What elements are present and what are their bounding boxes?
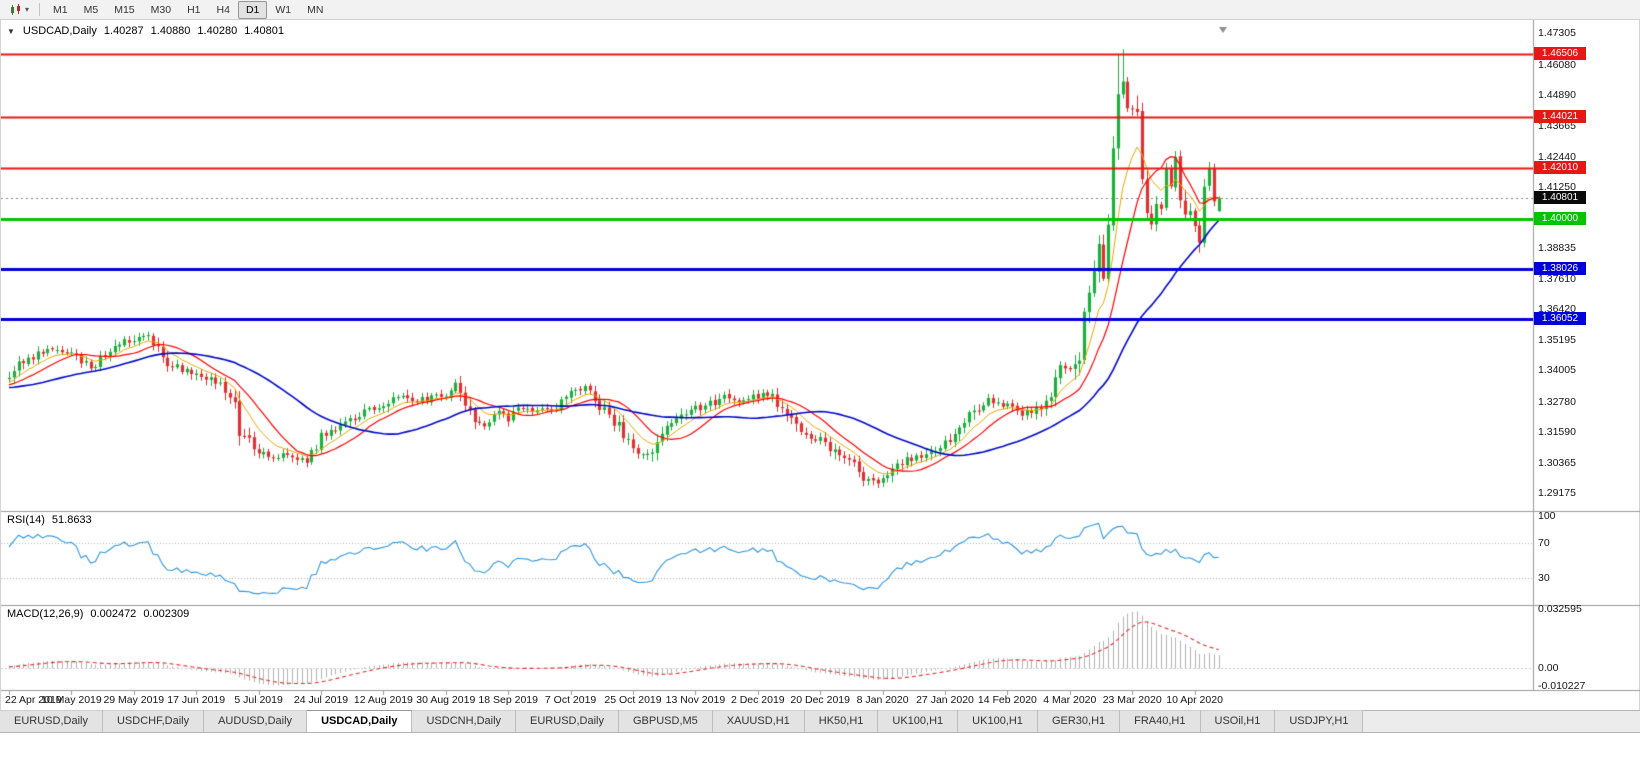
macd-label: MACD(12,26,9) 0.002472 0.002309	[7, 608, 189, 620]
price-axis-label: 1.34005	[1538, 364, 1576, 377]
date-axis-label: 10 Apr 2020	[1166, 694, 1223, 706]
price-level-badge: 1.36052	[1534, 311, 1586, 325]
current-price-badge: 1.40801	[1534, 191, 1586, 205]
price-axis-label: 1.35195	[1538, 334, 1576, 347]
chart-tab-12-fra40-h1[interactable]: FRA40,H1	[1120, 710, 1201, 732]
macd-axis-label: 0.00	[1538, 661, 1559, 674]
timeframe-button-h4[interactable]: H4	[216, 3, 230, 16]
price-axis-label: 1.29175	[1538, 486, 1576, 499]
chart-tab-9-uk100-h1[interactable]: UK100,H1	[878, 710, 959, 732]
price-axis-label: 1.38835	[1538, 242, 1576, 255]
price-axis-label: 1.46080	[1538, 58, 1576, 71]
chart-tabs: EURUSD,Daily USDCHF,Daily AUDUSD,Daily USDC…	[0, 710, 1640, 733]
timeframe-buttons: M1 M5 M15 M30 H1 H4 D1 W1 MN	[45, 0, 331, 19]
price-axis-label: 1.37610	[1538, 273, 1576, 286]
date-axis-label: 24 Jul 2019	[293, 694, 349, 706]
price-chart-canvas[interactable]	[1, 20, 1640, 710]
date-axis-label: 7 Oct 2019	[544, 694, 597, 706]
symbol-name: USDCAD,Daily	[22, 25, 97, 37]
chart-window: ▼ USDCAD,Daily 1.40287 1.40880 1.40280 1…	[0, 20, 1640, 710]
rsi-axis-label: 30	[1538, 571, 1550, 584]
price-axis-label: 1.43665	[1538, 119, 1576, 132]
date-axis-label: 2 Dec 2019	[730, 694, 785, 706]
macd-value-main: 0.002472	[90, 608, 137, 620]
timeframe-button-mn[interactable]: MN	[307, 3, 324, 16]
ohlc-low: 1.40280	[197, 25, 238, 37]
chart-type-button[interactable]: ▾	[4, 1, 34, 19]
timeframe-button-m30[interactable]: M30	[150, 3, 172, 16]
date-axis-label: 10 May 2019	[41, 694, 102, 706]
chart-tab-2-audusd-daily[interactable]: AUDUSD,Daily	[204, 710, 308, 732]
price-axis-label: 1.42440	[1538, 150, 1576, 163]
chart-tab-8-hk50-h1[interactable]: HK50,H1	[804, 710, 879, 732]
price-level-badge: 1.40000	[1534, 211, 1586, 225]
macd-axis-label: -0.010227	[1538, 679, 1586, 692]
date-axis-label: 20 Dec 2019	[790, 694, 850, 706]
chart-tab-3-usdcad-daily[interactable]: USDCAD,Daily	[307, 710, 413, 732]
date-axis-label: 4 Mar 2020	[1043, 694, 1097, 706]
ohlc-high: 1.40880	[150, 25, 191, 37]
date-axis: 22 Apr 2019 10 May 2019 29 May 2019 17 Jun …	[1, 692, 1533, 710]
price-level-badge: 1.44021	[1534, 109, 1586, 123]
date-axis-label: 22 Apr 2019	[5, 694, 62, 706]
toolbar-separator	[39, 3, 41, 16]
price-axis-label: 1.44890	[1538, 88, 1576, 101]
rsi-value: 51.8633	[51, 514, 92, 526]
date-axis-label: 8 Jan 2020	[856, 694, 909, 706]
price-axis-label: 1.30365	[1538, 456, 1576, 469]
timeframe-button-d1[interactable]: D1	[237, 0, 268, 19]
date-axis-label: 23 Mar 2020	[1102, 694, 1162, 706]
chart-tab-11-ger30-h1[interactable]: GER30,H1	[1037, 710, 1121, 732]
price-axis-label: 1.31590	[1538, 425, 1576, 438]
timeframe-button-m1[interactable]: M1	[53, 3, 68, 16]
chart-tab-0-eurusd-daily[interactable]: EURUSD,Daily	[0, 710, 103, 732]
rsi-axis-label: 70	[1538, 536, 1550, 549]
price-axis-label: 1.47305	[1538, 27, 1576, 40]
date-axis-label: 17 Jun 2019	[167, 694, 226, 706]
candlestick-chart-icon	[11, 3, 20, 15]
chart-tab-6-gbpusd-m5[interactable]: GBPUSD,M5	[619, 710, 713, 732]
date-axis-label: 14 Feb 2020	[977, 694, 1037, 706]
price-axis-label: 1.32780	[1538, 395, 1576, 408]
chart-tab-13-usoil-h1[interactable]: USOil,H1	[1200, 710, 1276, 732]
chart-tab-1-usdchf-daily[interactable]: USDCHF,Daily	[102, 710, 205, 732]
macd-value-signal: 0.002309	[143, 608, 190, 620]
price-level-badge: 1.46506	[1534, 46, 1586, 60]
timeframe-button-m15[interactable]: M15	[114, 3, 135, 16]
date-axis-label: 29 May 2019	[103, 694, 165, 706]
chart-tab-5-eurusd-daily[interactable]: EURUSD,Daily	[516, 710, 619, 732]
date-axis-label: 5 Jul 2019	[234, 694, 283, 706]
rsi-axis-label: 100	[1538, 510, 1556, 523]
macd-axis-label: 0.032595	[1538, 603, 1582, 616]
timeframe-button-h1[interactable]: H1	[187, 3, 201, 16]
price-level-badge: 1.38026	[1534, 261, 1586, 275]
chart-tab-7-xauusd-h1[interactable]: XAUUSD,H1	[712, 710, 805, 732]
date-axis-label: 13 Nov 2019	[665, 694, 726, 706]
date-axis-label: 30 Aug 2019	[416, 694, 476, 706]
date-axis-label: 27 Jan 2020	[916, 694, 974, 706]
price-axis-label: 1.41250	[1538, 180, 1576, 193]
ohlc-close: 1.40801	[244, 25, 284, 37]
price-level-badge: 1.42010	[1534, 160, 1586, 174]
chart-title: ▼ USDCAD,Daily 1.40287 1.40880 1.40280 1…	[7, 25, 284, 37]
macd-name: MACD(12,26,9)	[7, 608, 84, 620]
collapse-icon[interactable]: ▼	[7, 26, 15, 36]
date-axis-label: 18 Sep 2019	[478, 694, 538, 706]
date-axis-label: 25 Oct 2019	[604, 694, 662, 706]
chart-tab-14-usdjpy-h1[interactable]: USDJPY,H1	[1275, 710, 1364, 732]
ohlc-open: 1.40287	[103, 25, 144, 37]
date-axis-label: 12 Aug 2019	[353, 694, 413, 706]
rsi-label: RSI(14) 51.8633	[7, 514, 92, 526]
rsi-name: RSI(14)	[7, 514, 45, 526]
chart-tab-4-usdcnh-daily[interactable]: USDCNH,Daily	[412, 710, 517, 732]
timeframe-button-m5[interactable]: M5	[83, 3, 99, 16]
chart-tab-10-uk100-h1[interactable]: UK100,H1	[958, 710, 1038, 732]
bottom-strip	[0, 733, 1640, 762]
top-toolbar: ▾ M1 M5 M15 M30 H1 H4 D1 W1 MN	[0, 0, 1640, 20]
chevron-down-icon: ▾	[25, 4, 30, 14]
timeframe-button-w1[interactable]: W1	[275, 3, 292, 16]
